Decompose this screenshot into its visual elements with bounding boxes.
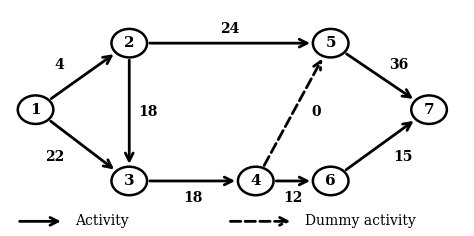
Text: 24: 24 [220, 22, 240, 36]
Text: Activity: Activity [75, 214, 129, 228]
Ellipse shape [313, 29, 348, 57]
Ellipse shape [111, 29, 147, 57]
Text: 18: 18 [183, 191, 202, 205]
Ellipse shape [238, 167, 273, 195]
Text: Dummy activity: Dummy activity [305, 214, 416, 228]
Text: 7: 7 [424, 103, 434, 117]
Text: 4: 4 [250, 174, 261, 188]
Text: 36: 36 [389, 58, 408, 72]
Ellipse shape [18, 95, 54, 124]
Ellipse shape [111, 167, 147, 195]
Text: 18: 18 [138, 105, 158, 119]
Text: 3: 3 [124, 174, 135, 188]
Text: 12: 12 [283, 191, 303, 205]
Text: 22: 22 [45, 150, 64, 164]
Text: 0: 0 [312, 105, 321, 119]
Text: 6: 6 [325, 174, 336, 188]
Text: 15: 15 [393, 150, 413, 164]
Text: 4: 4 [54, 58, 64, 72]
Ellipse shape [313, 167, 348, 195]
Ellipse shape [411, 95, 447, 124]
Text: 2: 2 [124, 36, 135, 50]
Text: 1: 1 [30, 103, 41, 117]
Text: 5: 5 [326, 36, 336, 50]
